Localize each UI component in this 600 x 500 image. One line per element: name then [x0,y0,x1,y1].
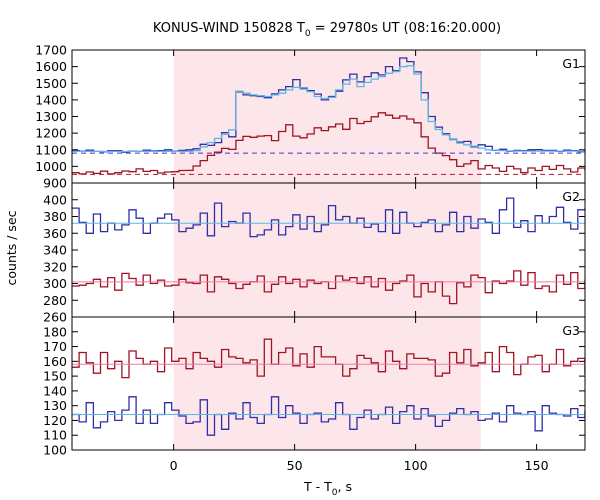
y-tick-label: 320 [43,259,67,274]
chart-title-sub: 0 [305,29,311,39]
x-axis-label-prefix: T - T [303,479,332,494]
panel-label-g2: G2 [562,189,580,204]
y-tick-label: 1500 [35,76,67,91]
y-tick-label: 1000 [35,159,67,174]
y-tick-label: 140 [43,383,67,398]
y-tick-label: 300 [43,276,67,291]
y-tick-label: 1300 [35,109,67,124]
panel-g2 [72,197,585,305]
y-tick-label: 900 [43,176,67,191]
x-tick-label: 0 [170,458,178,473]
y-tick-label: 130 [43,398,67,413]
panel-g3 [72,338,585,436]
y-tick-label: 1700 [35,43,67,58]
y-tick-label: 170 [43,339,67,354]
y-tick-label: 160 [43,354,67,369]
y-tick-label: 360 [43,226,67,241]
y-tick-label: 400 [43,192,67,207]
panel-label-g1: G1 [562,56,580,71]
x-axis-label-suffix: , s [338,479,352,494]
x-axis-label: T - T0, s [303,479,352,498]
panels-layer [72,57,585,436]
series-blue-step [72,197,585,238]
y-tick-label: 1600 [35,59,67,74]
chart-title-suffix: = 29780s UT (08:16:20.000) [311,21,501,36]
frames-layer: 90010001100120013001400150016001700G1260… [35,43,586,473]
panel-plot-area [72,338,585,436]
x-tick-label: 100 [404,458,428,473]
y-tick-label: 110 [43,428,67,443]
y-tick-label: 1100 [35,142,67,157]
panel-plot-area [72,197,585,305]
y-axis-label: counts / sec [4,210,19,285]
series-red-step [72,112,585,175]
x-tick-label: 50 [287,458,303,473]
y-tick-label: 180 [43,324,67,339]
y-tick-label: 280 [43,293,67,308]
series-light_blue-step [72,65,585,153]
series-red-step [72,270,585,305]
y-tick-label: 100 [43,443,67,458]
panel-frame-g3 [71,316,586,451]
chart-title: KONUS-WIND 150828 T0 = 29780s UT (08:16:… [153,21,501,39]
x-axis-label-sub: 0 [332,488,338,498]
highlight-interval [173,50,481,450]
panel-plot-area [72,57,585,175]
panel-label-g3: G3 [562,323,580,338]
x-tick-label: 150 [525,458,549,473]
chart-title-prefix: KONUS-WIND 150828 T [153,21,305,36]
y-tick-label: 1200 [35,126,67,141]
y-tick-label: 150 [43,369,67,384]
y-tick-label: 380 [43,209,67,224]
y-tick-label: 340 [43,243,67,258]
panel-g1 [72,57,585,175]
y-tick-label: 260 [43,310,67,325]
y-tick-label: 120 [43,413,67,428]
y-tick-label: 1400 [35,92,67,107]
